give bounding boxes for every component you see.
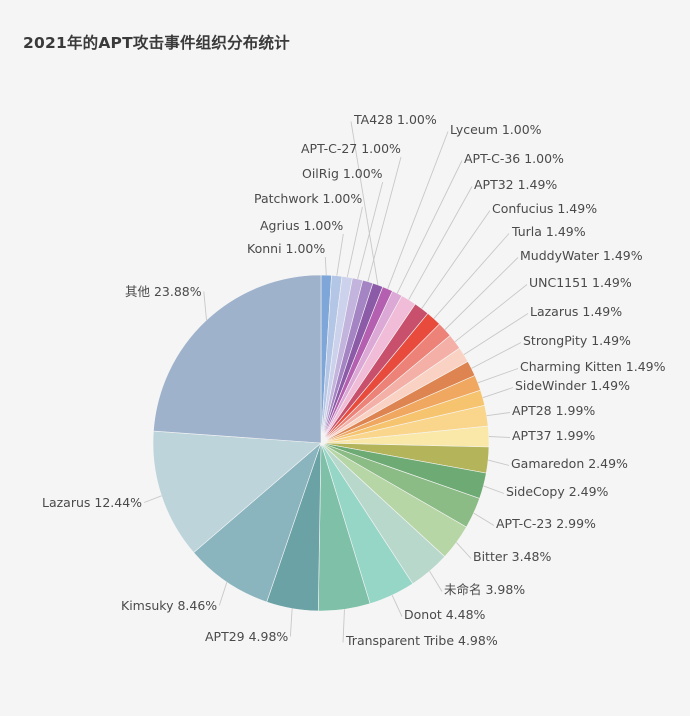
slice-label: 其他 23.88%: [125, 284, 202, 299]
leader-line: [396, 160, 463, 294]
slice-label: OilRig 1.00%: [302, 166, 383, 181]
slice-label: Lazarus 1.49%: [530, 304, 622, 319]
leader-line: [477, 368, 519, 384]
slice-label: Gamaredon 2.49%: [511, 456, 628, 471]
leader-line: [482, 387, 514, 399]
slice-label: 未命名 3.98%: [444, 582, 525, 597]
leader-line: [350, 121, 379, 285]
leader-line: [144, 495, 162, 503]
leader-line: [367, 156, 402, 282]
slice-label: APT-C-23 2.99%: [496, 516, 596, 531]
slice-label: Patchwork 1.00%: [254, 191, 362, 206]
leader-line: [357, 181, 384, 280]
slice-label: Kimsuky 8.46%: [121, 598, 217, 613]
leader-line: [203, 291, 207, 321]
slice-label: APT32 1.49%: [474, 177, 557, 192]
leader-line: [218, 582, 228, 606]
leader-line: [473, 512, 495, 526]
slice-label: UNC1151 1.49%: [529, 275, 632, 290]
slice-label: SideWinder 1.49%: [515, 378, 630, 393]
slice-labels: Konni 1.00% Agrius 1.00% Patchwork 1.00% Oi…: [42, 112, 666, 648]
slice-label: Donot 4.48%: [404, 607, 486, 622]
leader-line: [488, 436, 511, 438]
pie-slices: [152, 274, 490, 612]
leader-line: [289, 608, 293, 637]
slice-label: Transparent Tribe 4.98%: [345, 633, 498, 648]
leader-line: [488, 459, 510, 466]
pie-slice-kimsuky: [193, 442, 322, 603]
slice-label: Agrius 1.00%: [260, 218, 343, 233]
leader-line: [421, 210, 491, 309]
slice-label: Lazarus 12.44%: [42, 495, 142, 510]
slice-label: Bitter 3.48%: [473, 549, 551, 564]
slice-label: Turla 1.49%: [511, 224, 586, 239]
leader-line: [387, 131, 449, 289]
leader-line: [456, 542, 472, 559]
leader-line: [408, 186, 473, 300]
leader-line: [324, 256, 327, 276]
leader-line: [486, 412, 511, 417]
leader-line: [342, 609, 345, 643]
slice-label: SideCopy 2.49%: [506, 484, 609, 499]
pie-slice-lazarus: [152, 430, 322, 553]
leader-line: [346, 206, 363, 278]
leader-line: [444, 257, 519, 330]
pie-slice--: [153, 274, 322, 444]
leader-line: [471, 342, 522, 369]
slice-label: Lyceum 1.00%: [450, 122, 542, 137]
leader-line: [433, 233, 510, 319]
slice-label: APT29 4.98%: [205, 629, 288, 644]
slice-label: MuddyWater 1.49%: [520, 248, 643, 263]
slice-label: APT28 1.99%: [512, 403, 595, 418]
slice-label: APT-C-27 1.00%: [301, 141, 401, 156]
chart-title: 2021年的APT攻击事件组织分布统计: [23, 34, 290, 52]
leader-line: [463, 313, 529, 356]
leader-line: [483, 485, 505, 494]
slice-label: Confucius 1.49%: [492, 201, 597, 216]
leader-line: [429, 570, 443, 592]
leader-lines: [144, 121, 529, 643]
slice-label: Charming Kitten 1.49%: [520, 359, 666, 374]
leader-line: [336, 233, 344, 276]
slice-label: APT-C-36 1.00%: [464, 151, 564, 166]
slice-label: APT37 1.99%: [512, 428, 595, 443]
leader-line: [454, 284, 528, 343]
slice-label: TA428 1.00%: [353, 112, 437, 127]
leader-line: [391, 595, 403, 617]
slice-label: Konni 1.00%: [247, 241, 325, 256]
slice-label: StrongPity 1.49%: [523, 333, 631, 348]
